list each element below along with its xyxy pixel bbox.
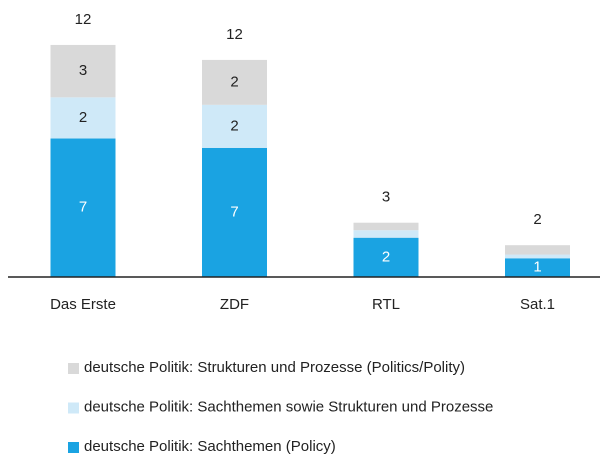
legend-swatch <box>68 402 79 414</box>
bar-segment <box>505 258 570 277</box>
bar-segment <box>202 104 267 148</box>
total-label: 3 <box>382 189 390 206</box>
value-label: 3 <box>79 62 87 79</box>
bar-segment <box>50 97 116 139</box>
total-label: 12 <box>226 26 243 43</box>
value-label: 2 <box>382 248 390 265</box>
x-tick-label: ZDF <box>220 296 249 313</box>
legend-label: deutsche Politik: Sachthemen (Policy) <box>84 438 336 455</box>
legend-label: deutsche Politik: Strukturen und Prozess… <box>84 359 465 376</box>
bar-segment <box>353 237 419 277</box>
value-label: 7 <box>230 203 238 220</box>
bar-segment <box>353 230 419 238</box>
total-label: 2 <box>533 211 541 228</box>
total-label: 12 <box>75 11 92 28</box>
value-label: 2 <box>79 109 87 126</box>
value-label: 1 <box>533 259 541 276</box>
bar-segment <box>353 222 419 231</box>
legend-swatch <box>68 363 79 374</box>
value-label: 2 <box>230 73 238 90</box>
legend-label: deutsche Politik: Sachthemen sowie Struk… <box>84 398 493 415</box>
bar-segment <box>505 254 570 259</box>
value-label: 2 <box>230 117 238 134</box>
x-tick-label: RTL <box>372 296 400 313</box>
x-tick-label: Sat.1 <box>520 296 555 313</box>
bar-segment <box>202 147 267 277</box>
bar-segment <box>50 44 116 98</box>
bar-segment <box>202 59 267 105</box>
bar-segment <box>50 138 116 277</box>
x-tick-label: Das Erste <box>50 296 116 313</box>
bar-segment <box>505 245 570 255</box>
value-label: 7 <box>79 199 87 216</box>
legend-swatch <box>68 442 79 453</box>
